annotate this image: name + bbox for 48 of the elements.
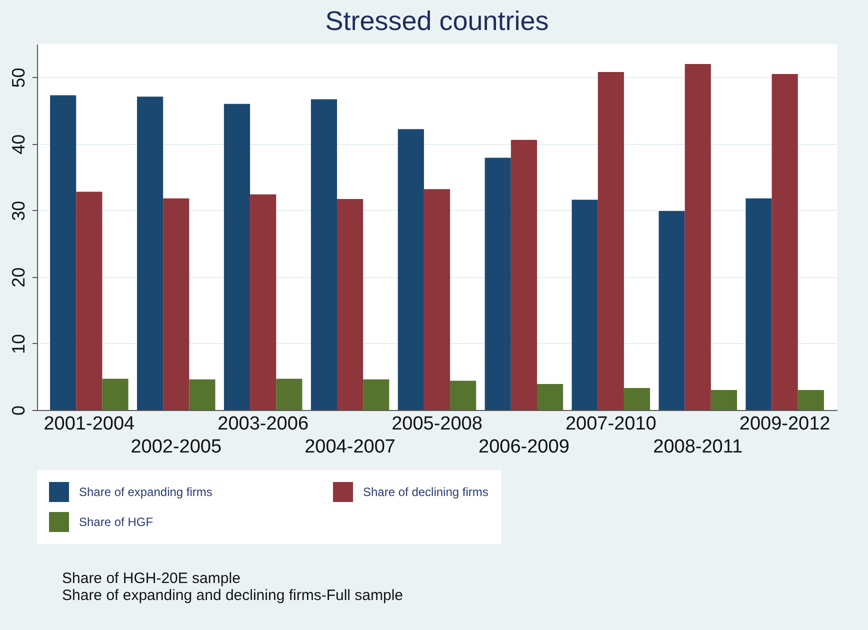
bar [276, 378, 302, 410]
bar [250, 194, 276, 410]
bar [450, 380, 476, 410]
bar [398, 129, 424, 410]
x-tick-label: 2004-2007 [304, 436, 396, 458]
bar [710, 390, 737, 410]
bar [598, 72, 624, 410]
legend-label: Share of expanding firms [79, 485, 212, 499]
y-tick-label: 20 [8, 267, 28, 288]
text: Share of HGH-20E sample [62, 570, 242, 587]
bar [624, 388, 650, 410]
bar [50, 95, 76, 410]
text: Share of expanding and declining firms-Full sample [62, 587, 404, 604]
x-tick-label: 2009-2012 [739, 414, 830, 434]
bar [658, 211, 685, 410]
bar [137, 96, 164, 410]
legend-label: Share of declining firms [363, 485, 488, 499]
x-tick-label: 2008-2011 [653, 436, 743, 458]
bar [484, 158, 511, 410]
x-tick-label: 2007-2010 [565, 414, 656, 434]
x-tick-label: 2001-2004 [44, 414, 136, 434]
x-tick-label: 2006-2009 [478, 436, 570, 458]
y-tick-label: 0 [8, 405, 28, 416]
x-tick-label: 2005-2008 [392, 414, 482, 434]
bar [684, 64, 711, 410]
y-tick-label: 50 [8, 68, 28, 88]
x-tick-label: 2003-2006 [218, 414, 309, 434]
bar [537, 384, 564, 410]
legend-label: Share of HGF [79, 515, 154, 529]
chart-title: Stressed countries [325, 6, 549, 36]
bar [102, 378, 128, 410]
y-tick-label: 30 [8, 200, 28, 221]
bar [310, 99, 337, 410]
bar [224, 104, 250, 410]
bar [510, 140, 537, 410]
y-tick-label: 40 [8, 134, 28, 154]
bar [798, 390, 824, 410]
bar [424, 189, 450, 410]
y-tick-label: 10 [8, 334, 28, 354]
bar [746, 198, 772, 410]
bar [76, 192, 102, 410]
bar [772, 74, 798, 410]
bar [163, 198, 190, 410]
bar [363, 379, 390, 410]
bar [337, 199, 364, 410]
bar [572, 200, 598, 410]
bar [189, 379, 216, 410]
x-tick-label: 2002-2005 [130, 436, 222, 458]
